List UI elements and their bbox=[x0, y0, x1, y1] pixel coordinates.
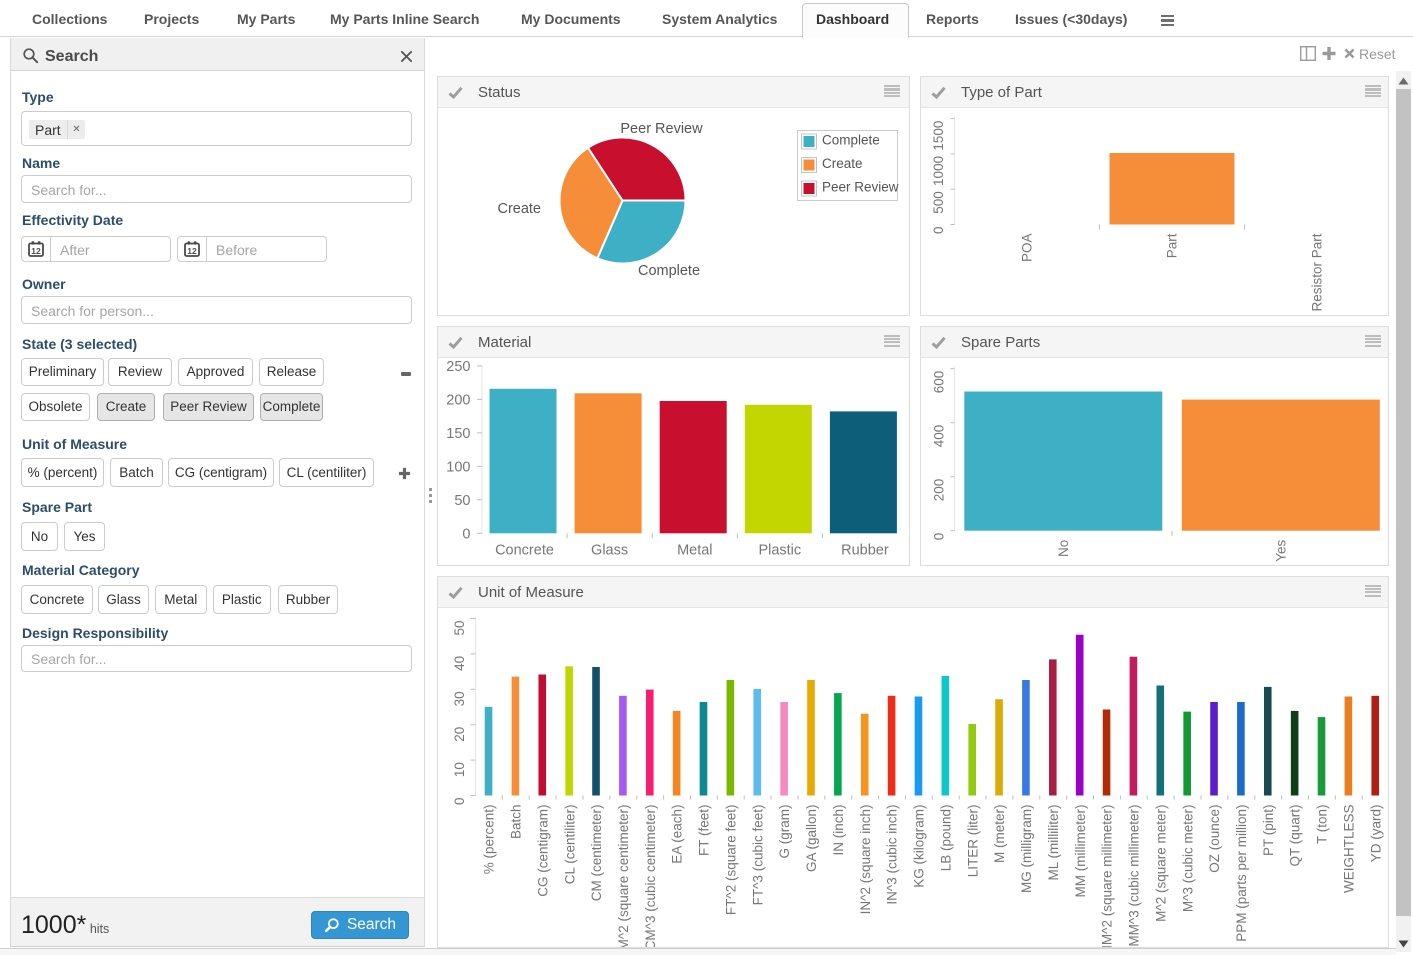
svg-text:0: 0 bbox=[452, 797, 467, 805]
svg-text:MM^3 (cubic millimeter): MM^3 (cubic millimeter) bbox=[1127, 804, 1142, 946]
svg-text:40: 40 bbox=[452, 655, 467, 670]
svg-text:Peer Review: Peer Review bbox=[822, 180, 899, 195]
svg-text:Plastic: Plastic bbox=[758, 542, 801, 558]
svg-text:MG (milligram): MG (milligram) bbox=[1019, 804, 1034, 893]
svg-text:WEIGHTLESS: WEIGHTLESS bbox=[1341, 804, 1356, 893]
svg-text:CM^3 (cubic centimeter): CM^3 (cubic centimeter) bbox=[643, 804, 658, 948]
svg-text:CM^2 (square centimeter): CM^2 (square centimeter) bbox=[616, 804, 631, 948]
svg-text:CG (centigram): CG (centigram) bbox=[535, 804, 550, 896]
svg-text:IN^2 (square inch): IN^2 (square inch) bbox=[858, 804, 873, 914]
svg-text:G (gram): G (gram) bbox=[777, 804, 792, 858]
svg-text:MM^2 (square millimeter): MM^2 (square millimeter) bbox=[1100, 804, 1115, 948]
svg-text:Glass: Glass bbox=[591, 542, 628, 558]
svg-text:Complete: Complete bbox=[638, 263, 700, 279]
svg-text:Create: Create bbox=[822, 156, 863, 171]
svg-text:FT^3 (cubic feet): FT^3 (cubic feet) bbox=[750, 804, 765, 905]
svg-text:30: 30 bbox=[452, 691, 467, 706]
svg-text:PPM (parts per million): PPM (parts per million) bbox=[1234, 804, 1249, 941]
svg-text:600: 600 bbox=[932, 370, 947, 393]
svg-text:200: 200 bbox=[446, 392, 470, 408]
svg-text:1000: 1000 bbox=[931, 156, 946, 186]
svg-text:400: 400 bbox=[932, 424, 947, 447]
svg-text:Complete: Complete bbox=[822, 133, 880, 148]
svg-text:Peer Review: Peer Review bbox=[620, 121, 703, 137]
svg-text:0: 0 bbox=[462, 526, 470, 542]
svg-text:FT (feet): FT (feet) bbox=[697, 804, 712, 856]
svg-text:T (ton): T (ton) bbox=[1315, 804, 1330, 844]
svg-text:EA (each): EA (each) bbox=[670, 804, 685, 863]
svg-text:150: 150 bbox=[446, 425, 470, 441]
svg-text:Part: Part bbox=[1165, 233, 1180, 258]
svg-text:Resistor Part: Resistor Part bbox=[1310, 233, 1325, 311]
svg-text:M^3 (cubic meter): M^3 (cubic meter) bbox=[1180, 804, 1195, 912]
svg-text:250: 250 bbox=[446, 359, 470, 375]
svg-text:FT^2 (square feet): FT^2 (square feet) bbox=[723, 804, 738, 915]
svg-text:0: 0 bbox=[932, 532, 947, 540]
svg-text:POA: POA bbox=[1020, 234, 1035, 263]
svg-text:IN (inch): IN (inch) bbox=[831, 804, 846, 855]
svg-text:Yes: Yes bbox=[1274, 539, 1289, 561]
svg-text:500: 500 bbox=[931, 191, 946, 214]
svg-text:ML (milliliter): ML (milliliter) bbox=[1046, 804, 1061, 880]
svg-text:12: 12 bbox=[31, 246, 41, 256]
svg-text:KG (kilogram): KG (kilogram) bbox=[912, 804, 927, 887]
svg-text:GA (gallon): GA (gallon) bbox=[804, 804, 819, 872]
svg-text:PT (pint): PT (pint) bbox=[1261, 804, 1276, 856]
svg-text:M (meter): M (meter) bbox=[992, 804, 1007, 863]
svg-text:LB (pound): LB (pound) bbox=[938, 804, 953, 871]
svg-text:Rubber: Rubber bbox=[841, 542, 889, 558]
svg-text:IN^3 (cubic inch): IN^3 (cubic inch) bbox=[885, 804, 900, 904]
svg-text:MM (millimeter): MM (millimeter) bbox=[1073, 804, 1088, 897]
svg-text:10: 10 bbox=[452, 762, 467, 777]
svg-text:% (percent): % (percent) bbox=[482, 804, 497, 874]
svg-text:YD (yard): YD (yard) bbox=[1368, 804, 1383, 862]
svg-text:LITER (liter): LITER (liter) bbox=[965, 804, 980, 877]
svg-text:Concrete: Concrete bbox=[495, 542, 554, 558]
svg-text:Metal: Metal bbox=[677, 542, 712, 558]
svg-text:50: 50 bbox=[452, 620, 467, 635]
svg-text:Create: Create bbox=[497, 201, 541, 217]
svg-text:1500: 1500 bbox=[931, 121, 946, 151]
svg-text:CM (centimeter): CM (centimeter) bbox=[589, 804, 604, 901]
svg-text:QT (quart): QT (quart) bbox=[1288, 804, 1303, 866]
svg-text:Batch: Batch bbox=[509, 804, 524, 839]
svg-text:12: 12 bbox=[187, 246, 197, 256]
svg-text:OZ (ounce): OZ (ounce) bbox=[1207, 804, 1222, 872]
svg-text:20: 20 bbox=[452, 726, 467, 741]
svg-text:50: 50 bbox=[454, 492, 470, 508]
svg-text:100: 100 bbox=[446, 459, 470, 475]
svg-text:200: 200 bbox=[932, 478, 947, 501]
svg-text:0: 0 bbox=[931, 227, 946, 235]
svg-text:M^2 (square meter): M^2 (square meter) bbox=[1153, 804, 1168, 921]
svg-text:No: No bbox=[1056, 539, 1071, 556]
svg-text:CL (centiliter): CL (centiliter) bbox=[562, 804, 577, 884]
